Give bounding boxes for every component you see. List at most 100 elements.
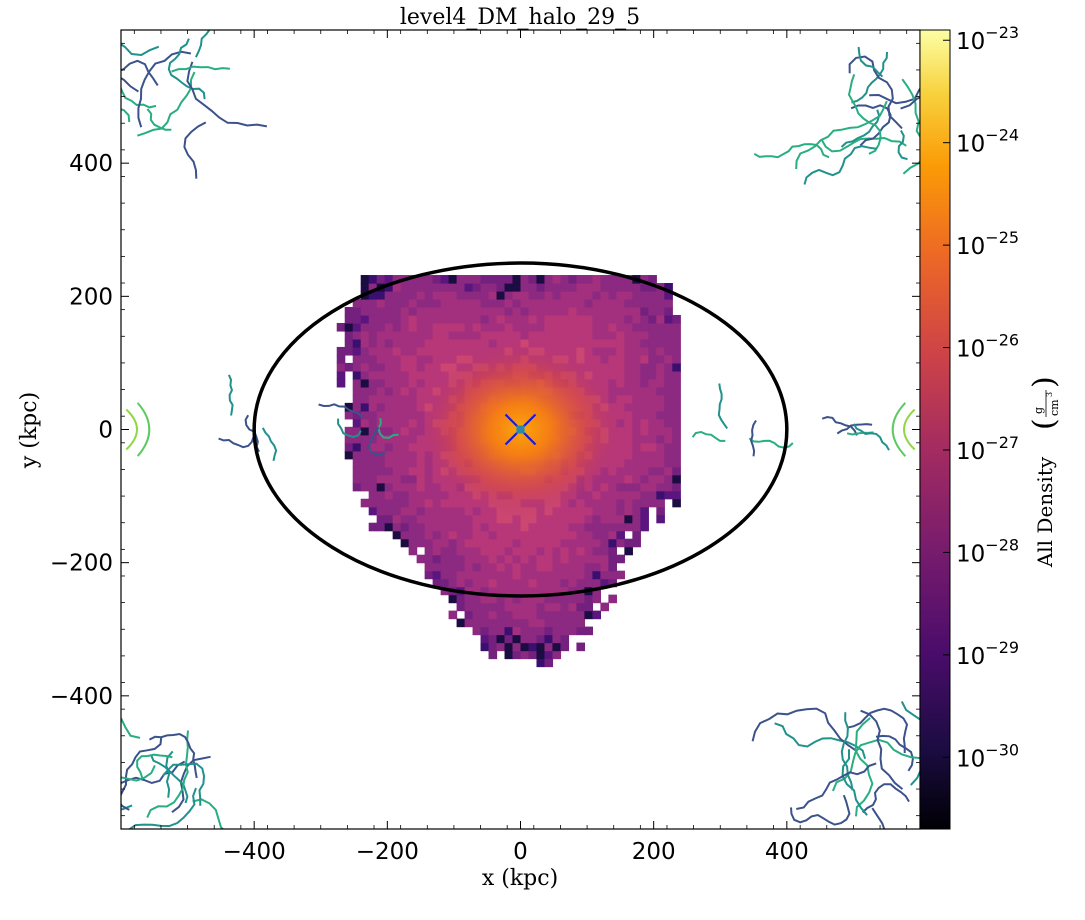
density-cell [560, 330, 570, 340]
density-cell [480, 330, 490, 340]
density-cell [352, 394, 362, 404]
density-cell [344, 314, 354, 324]
contour-line [192, 798, 225, 829]
density-cell [592, 522, 601, 532]
density-cell [464, 578, 474, 588]
density-cell [440, 578, 450, 588]
density-cell [456, 546, 466, 556]
density-cell [424, 330, 434, 340]
density-cell [528, 594, 538, 604]
density-cell [424, 306, 434, 316]
y-tick-label: −200 [50, 551, 113, 577]
density-cell [480, 322, 490, 332]
density-cell [536, 650, 546, 660]
density-cell [592, 562, 601, 572]
density-cell [648, 346, 657, 356]
density-cell [536, 594, 546, 604]
density-cell [560, 586, 570, 596]
density-cell [344, 402, 354, 412]
density-cell [560, 338, 570, 348]
density-cell [528, 522, 538, 532]
density-cell [352, 474, 362, 484]
density-cell [368, 291, 378, 300]
density-cell [512, 586, 522, 596]
density-cell [584, 578, 594, 588]
density-cell [384, 378, 394, 388]
density-cell [656, 434, 665, 444]
density-cell [536, 306, 546, 316]
density-cell [616, 442, 625, 452]
density-cell [552, 650, 562, 660]
density-cell [536, 586, 546, 596]
colorbar-tick-label: 10−28 [956, 535, 1019, 567]
density-cell [656, 370, 665, 380]
density-cell [552, 626, 562, 636]
density-cell [600, 362, 609, 372]
density-cell [472, 570, 482, 580]
density-cell [432, 522, 442, 532]
density-cell [400, 450, 410, 460]
density-cell [480, 554, 490, 564]
density-cell [536, 514, 546, 524]
density-cell [672, 346, 681, 356]
density-cell [472, 554, 482, 564]
density-cell [616, 458, 625, 468]
density-cell [504, 650, 514, 660]
density-cell [616, 450, 625, 460]
density-cell [592, 314, 601, 324]
density-cell [480, 578, 490, 588]
contour-line [121, 59, 159, 86]
density-cell [672, 354, 681, 364]
density-cell [672, 338, 681, 348]
density-cell [344, 450, 354, 460]
density-cell [480, 618, 490, 628]
density-cell [664, 378, 673, 388]
density-cell [632, 306, 641, 316]
density-cell [672, 410, 681, 420]
density-cell [512, 626, 522, 636]
density-cell [544, 306, 554, 316]
density-cell [576, 338, 586, 348]
density-cell [384, 506, 394, 516]
density-cell [424, 554, 434, 564]
density-cell [408, 442, 418, 452]
density-cell [592, 586, 601, 596]
density-cell [512, 602, 522, 612]
density-cell [496, 626, 506, 636]
density-cell [448, 498, 458, 508]
density-cell [408, 362, 418, 372]
density-cell [448, 298, 458, 308]
density-cell [616, 522, 625, 532]
contour-line [900, 701, 920, 786]
density-cell [520, 322, 530, 332]
density-cell [352, 362, 362, 372]
density-cell [352, 418, 362, 428]
x-tick-label: 200 [632, 839, 676, 865]
contour-line [900, 96, 920, 110]
density-cell [448, 506, 458, 516]
density-cell [648, 306, 657, 316]
density-cell [520, 298, 530, 308]
density-cell [640, 522, 649, 532]
density-cell [608, 466, 617, 476]
density-cell [608, 498, 617, 508]
density-cell [496, 586, 506, 596]
density-cell [608, 474, 617, 484]
density-cell [416, 330, 426, 340]
density-cell [488, 634, 498, 644]
density-cell [648, 370, 657, 380]
density-cell [600, 346, 609, 356]
density-cell [552, 298, 562, 308]
density-cell [536, 642, 546, 652]
density-cell [624, 450, 633, 460]
density-cell [400, 458, 410, 468]
density-cell [544, 658, 554, 668]
density-cell [656, 450, 665, 460]
density-cell [464, 306, 474, 316]
density-cell [624, 498, 633, 508]
density-cell [448, 275, 458, 284]
density-cell [600, 291, 609, 300]
density-cell [592, 322, 601, 332]
density-cell [640, 386, 649, 396]
density-cell [416, 514, 426, 524]
